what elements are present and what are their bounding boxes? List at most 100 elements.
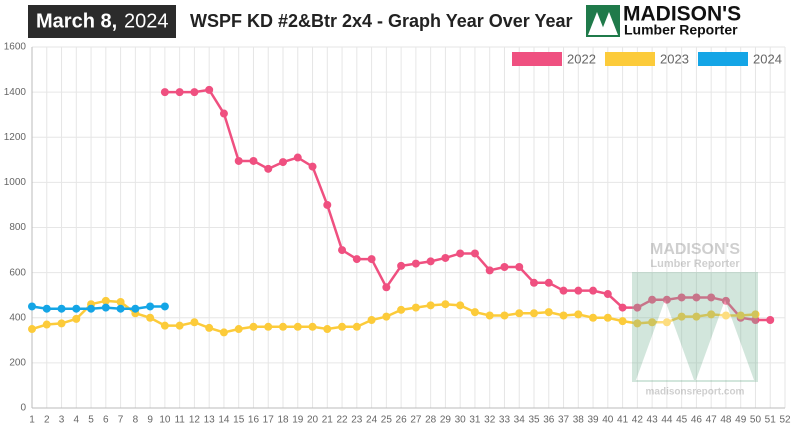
x-tick-label: 42 [632, 415, 644, 426]
point [308, 162, 317, 171]
point [57, 304, 66, 313]
point [249, 156, 258, 165]
legend-label: 2024 [753, 51, 782, 66]
watermark-icon [632, 272, 758, 382]
point [234, 325, 243, 334]
point [234, 156, 243, 165]
x-tick-label: 18 [277, 415, 289, 426]
point [515, 262, 524, 271]
legend-swatch [512, 52, 562, 66]
point [101, 303, 110, 312]
point [42, 304, 51, 313]
point [279, 158, 287, 167]
point [751, 316, 760, 325]
x-tick-label: 10 [159, 415, 171, 426]
x-tick-label: 49 [735, 415, 747, 426]
point [352, 255, 361, 264]
y-tick-label: 400 [9, 312, 26, 323]
point [160, 88, 169, 97]
point [485, 311, 494, 320]
point [603, 290, 612, 299]
point [323, 325, 332, 334]
point [264, 164, 273, 173]
point [72, 304, 81, 313]
x-tick-label: 44 [661, 415, 673, 426]
point [603, 313, 612, 322]
date: March 8, [36, 10, 117, 32]
x-tick-label: 5 [88, 415, 94, 426]
point [530, 309, 538, 318]
point [338, 246, 347, 255]
point [456, 301, 465, 310]
x-tick-label: 21 [322, 415, 334, 426]
point [367, 316, 376, 325]
date-box [28, 5, 176, 38]
point [662, 318, 671, 327]
x-tick-label: 40 [602, 415, 614, 426]
x-tick-label: 43 [647, 415, 659, 426]
point [470, 249, 479, 258]
point [648, 318, 657, 327]
x-tick-label: 3 [59, 415, 65, 426]
point [101, 296, 110, 305]
point [633, 319, 642, 328]
point [293, 153, 302, 162]
year: 2024 [124, 10, 169, 32]
point [485, 266, 494, 275]
point [751, 310, 760, 319]
x-tick-label: 46 [691, 415, 703, 426]
point [559, 311, 568, 320]
x-tick-label: 23 [351, 415, 363, 426]
point [175, 321, 184, 330]
point [662, 295, 671, 304]
point [500, 311, 509, 320]
point [28, 302, 36, 311]
x-tick-label: 27 [410, 415, 422, 426]
point [87, 304, 96, 313]
logo: MADISON'S Lumber Reporter [586, 3, 741, 38]
point [766, 316, 775, 325]
x-tick-label: 12 [189, 415, 201, 426]
point [411, 303, 420, 312]
x-tick-label: 47 [706, 415, 718, 426]
line [31, 305, 165, 310]
point [323, 200, 332, 209]
x-tick-label: 36 [543, 415, 555, 426]
chart-title: WSPF KD #2&Btr 2x4 - Graph Year Over Yea… [190, 11, 573, 31]
point [470, 308, 479, 317]
point [352, 322, 361, 331]
x-tick-label: 31 [469, 415, 481, 426]
point [721, 311, 730, 320]
logo-name: MADISON'S [623, 3, 741, 26]
point [736, 311, 745, 320]
point [692, 312, 701, 321]
point [441, 253, 450, 262]
point [279, 322, 287, 331]
watermark-tagline: Lumber Reporter [650, 258, 740, 270]
point [42, 320, 51, 329]
point [677, 293, 686, 302]
series [28, 296, 760, 337]
point [441, 300, 450, 309]
y-tick-label: 600 [9, 267, 26, 278]
legend-swatch [605, 52, 655, 66]
watermark-name: MADISON'S [650, 241, 740, 258]
point [293, 322, 302, 331]
y-tick-label: 0 [20, 403, 26, 414]
x-tick-label: 1 [29, 415, 35, 426]
x-tick-label: 29 [440, 415, 452, 426]
logo-shape [600, 12, 618, 35]
legend-swatch [698, 52, 748, 66]
x-tick-label: 11 [174, 415, 185, 426]
point [131, 304, 140, 313]
point [367, 255, 376, 264]
point [530, 278, 538, 287]
point [28, 325, 36, 334]
point [559, 286, 568, 295]
x-tick-label: 4 [74, 415, 80, 426]
x-tick-label: 35 [528, 415, 540, 426]
x-tick-label: 26 [396, 415, 408, 426]
x-tick-label: 28 [425, 415, 437, 426]
point [456, 249, 465, 258]
x-tick-label: 9 [147, 415, 153, 426]
